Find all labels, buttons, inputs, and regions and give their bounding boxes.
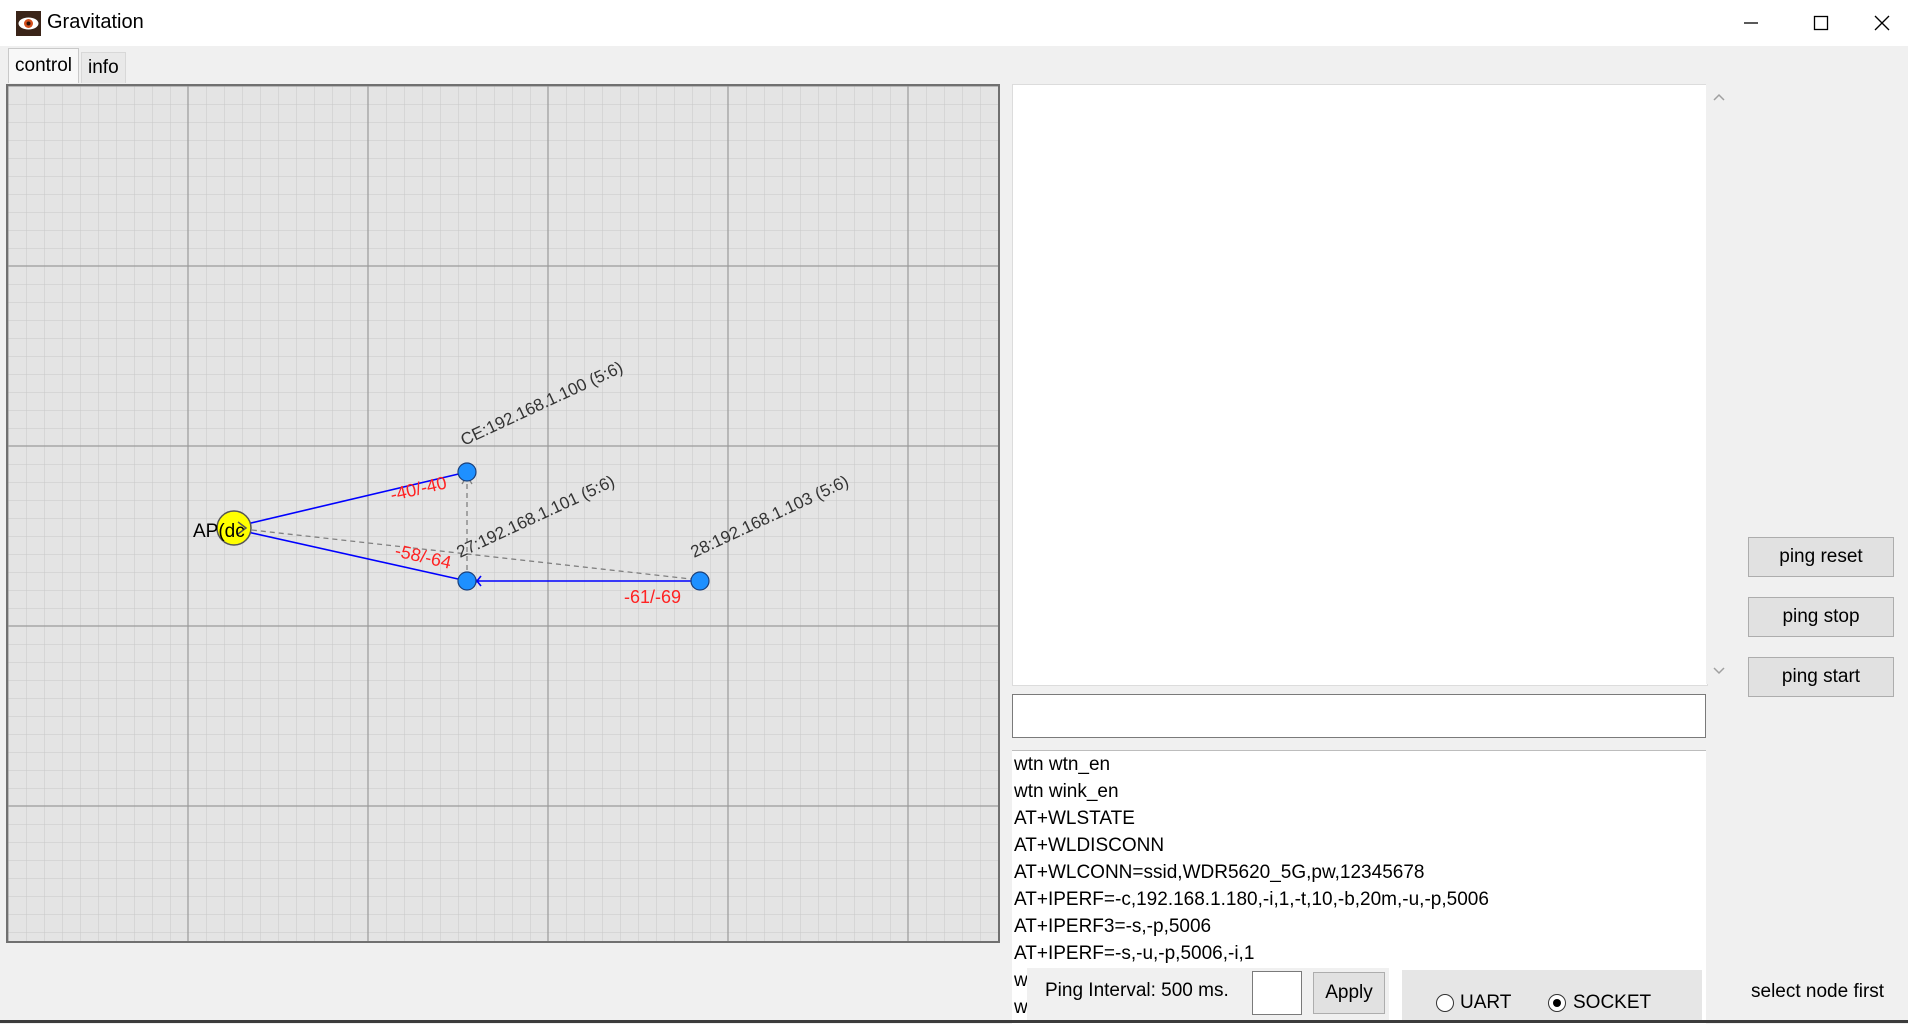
network-graph-canvas[interactable]: AP(dc CE:192.168.1.100 (5:6) 27:192.168.… <box>6 84 1000 943</box>
uart-label[interactable]: UART <box>1460 992 1512 1013</box>
scroll-up-button[interactable] <box>1706 86 1732 108</box>
apply-button[interactable]: Apply <box>1313 972 1385 1014</box>
list-item[interactable]: AT+WLSTATE <box>1014 808 1135 829</box>
link-ap-27 <box>233 528 468 582</box>
tab-control[interactable]: control <box>8 48 80 83</box>
link-ap-ce <box>233 471 468 528</box>
title-bar: Gravitation <box>0 0 1908 46</box>
maximize-icon <box>1813 15 1829 31</box>
list-item[interactable]: w <box>1014 970 1028 991</box>
chevron-down-icon <box>1713 667 1725 675</box>
list-item[interactable]: AT+WLDISCONN <box>1014 835 1165 856</box>
minimize-button[interactable] <box>1716 0 1786 46</box>
socket-label[interactable]: SOCKET <box>1573 992 1652 1013</box>
status-text: select node first <box>1751 981 1885 1002</box>
tab-info[interactable]: info <box>81 52 126 83</box>
ping-interval-label: Ping Interval: 500 ms. <box>1045 980 1229 1001</box>
ap-node-label: AP(dc <box>193 521 245 542</box>
ap-node[interactable] <box>216 510 252 546</box>
window-title: Gravitation <box>47 11 144 33</box>
log-scrollbar[interactable] <box>1706 84 1732 684</box>
scroll-down-button[interactable] <box>1706 660 1732 682</box>
bottom-edge <box>0 1020 1908 1023</box>
socket-radio[interactable] <box>1548 994 1566 1012</box>
station-node-28[interactable] <box>690 571 710 591</box>
chevron-up-icon <box>1713 93 1725 101</box>
list-item[interactable]: AT+WLCONN=ssid,WDR5620_5G,pw,12345678 <box>1014 862 1425 883</box>
list-item[interactable]: wtn wtn_en <box>1014 754 1111 775</box>
station-node-27[interactable] <box>457 571 477 591</box>
list-item[interactable]: AT+IPERF3=-s,-p,5006 <box>1014 916 1212 937</box>
app-eye-icon <box>16 11 41 36</box>
close-icon <box>1874 15 1890 31</box>
log-output[interactable] <box>1012 84 1708 686</box>
list-item[interactable]: w <box>1014 997 1028 1018</box>
close-button[interactable] <box>1856 0 1908 46</box>
list-item[interactable]: wtn wink_en <box>1014 781 1119 802</box>
station-node-ce[interactable] <box>457 462 477 482</box>
ap-node-arrow-icon <box>237 521 248 535</box>
list-item[interactable]: AT+IPERF=-c,192.168.1.180,-i,1,-t,10,-b,… <box>1014 889 1489 910</box>
uart-radio[interactable] <box>1436 994 1454 1012</box>
network-graph[interactable]: AP(dc CE:192.168.1.100 (5:6) 27:192.168.… <box>8 86 998 941</box>
ping-interval-panel: Ping Interval: 500 ms. Apply <box>1027 968 1389 1023</box>
ping-reset-button[interactable]: ping reset <box>1748 537 1894 577</box>
rssi-label-28: -61/-69 <box>624 587 681 607</box>
ping-interval-input[interactable] <box>1252 971 1302 1015</box>
minimize-icon <box>1744 22 1758 24</box>
connection-type-panel: UART SOCKET <box>1402 970 1702 1023</box>
list-item[interactable]: AT+IPERF=-s,-u,-p,5006,-i,1 <box>1014 943 1255 964</box>
command-input[interactable] <box>1012 694 1706 738</box>
ping-start-button[interactable]: ping start <box>1748 657 1894 697</box>
dashed-link-ap-28 <box>233 527 701 581</box>
ping-stop-button[interactable]: ping stop <box>1748 597 1894 637</box>
major-grid <box>8 86 998 941</box>
maximize-button[interactable] <box>1786 0 1856 46</box>
